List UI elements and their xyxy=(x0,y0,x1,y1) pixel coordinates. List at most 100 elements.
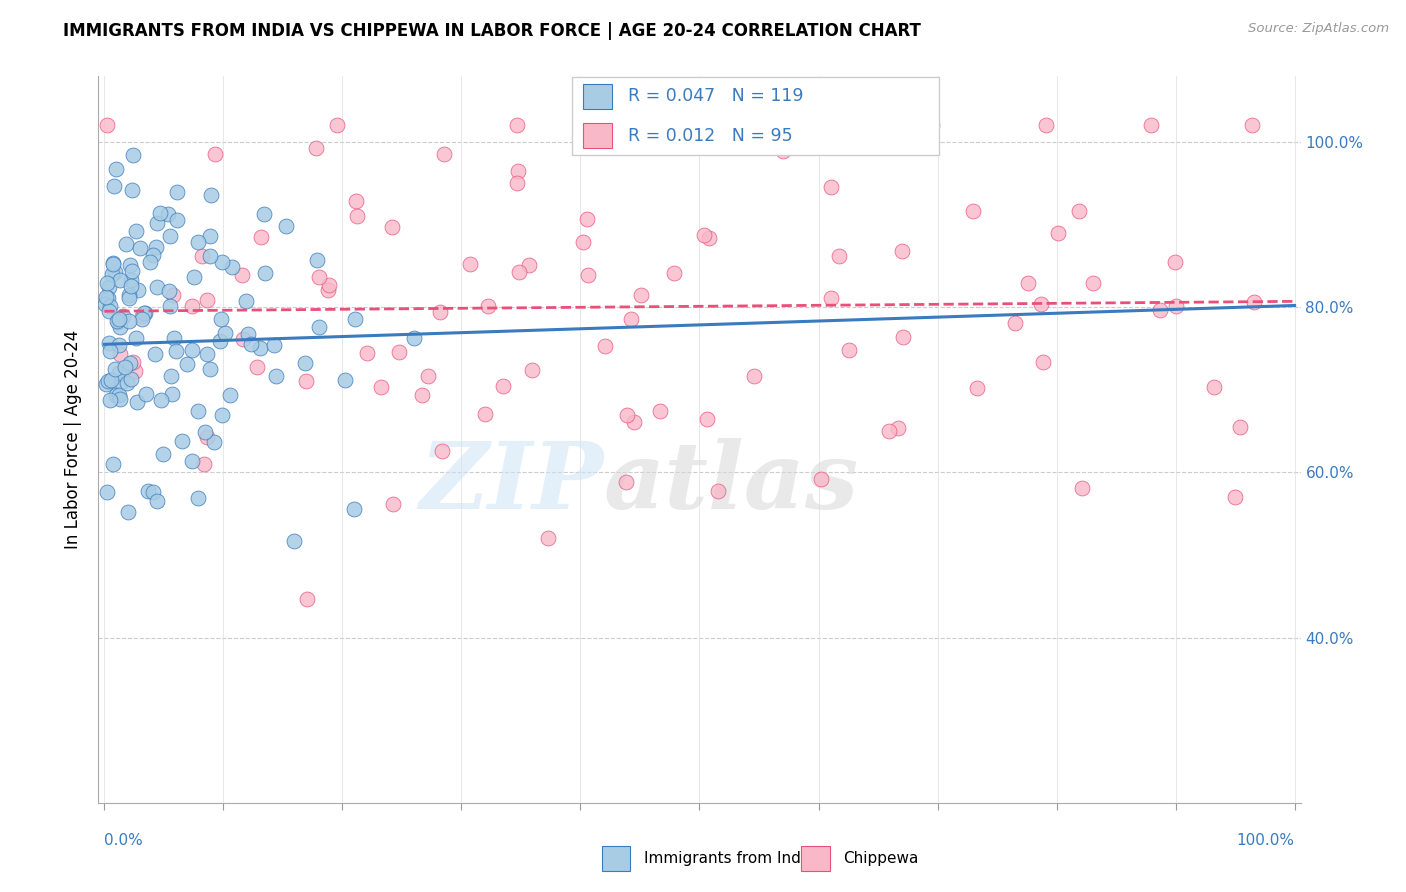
Point xyxy=(94,296,117,310)
Point xyxy=(1032,354,1054,368)
Point xyxy=(101,256,124,270)
Point xyxy=(125,224,148,238)
Point xyxy=(187,235,209,249)
Point xyxy=(458,256,481,270)
Point xyxy=(344,194,367,209)
Point xyxy=(891,244,914,259)
Point xyxy=(1035,119,1057,133)
Point xyxy=(125,330,148,344)
Point xyxy=(103,179,125,194)
Point xyxy=(598,119,620,133)
Point xyxy=(316,283,339,297)
Point xyxy=(96,119,118,133)
Point xyxy=(145,239,167,253)
Point xyxy=(120,278,142,293)
Point xyxy=(202,434,225,449)
Point xyxy=(1149,303,1171,318)
Point xyxy=(305,253,328,268)
Point xyxy=(1202,380,1225,394)
Point xyxy=(569,119,592,133)
Point xyxy=(706,483,728,498)
Point xyxy=(254,266,277,280)
Point xyxy=(149,206,172,220)
Point xyxy=(429,305,451,319)
Point xyxy=(214,326,236,340)
Point xyxy=(124,364,146,378)
Point xyxy=(1140,119,1163,133)
Point xyxy=(110,375,132,389)
Point xyxy=(697,230,720,244)
Point xyxy=(630,287,652,301)
Point xyxy=(110,392,132,406)
Point xyxy=(966,381,988,395)
Point xyxy=(1229,419,1251,434)
Point xyxy=(108,311,131,326)
Point xyxy=(810,472,832,486)
Point xyxy=(820,291,842,305)
Point xyxy=(616,409,638,423)
Point xyxy=(239,337,262,351)
Point xyxy=(921,119,943,133)
Point xyxy=(231,268,253,282)
Point xyxy=(146,280,169,294)
Point xyxy=(149,393,172,408)
Point xyxy=(381,497,404,511)
Point xyxy=(537,531,560,545)
Point xyxy=(134,306,156,320)
Point xyxy=(114,237,136,252)
Point xyxy=(142,485,165,500)
Point xyxy=(295,374,318,388)
Point xyxy=(194,425,217,439)
Point xyxy=(576,268,599,283)
Point xyxy=(346,209,368,223)
Point xyxy=(295,591,318,606)
Point xyxy=(506,177,529,191)
Point xyxy=(204,147,226,161)
Point xyxy=(198,228,221,243)
Point xyxy=(101,257,124,271)
Point xyxy=(98,344,121,359)
Point xyxy=(696,411,718,425)
Point xyxy=(333,373,356,387)
Point xyxy=(165,343,187,358)
Point xyxy=(1069,204,1091,219)
Point xyxy=(128,241,150,255)
Point xyxy=(98,393,121,408)
Point xyxy=(283,533,305,548)
Point xyxy=(152,447,174,461)
Point xyxy=(131,309,153,323)
Point xyxy=(108,273,131,287)
Point xyxy=(159,299,181,313)
Point xyxy=(253,207,276,221)
Text: 100.0%: 100.0% xyxy=(1237,833,1295,848)
Point xyxy=(193,457,215,471)
Point xyxy=(139,255,162,269)
Point xyxy=(492,379,515,393)
Point xyxy=(508,164,530,178)
Text: IMMIGRANTS FROM INDIA VS CHIPPEWA IN LABOR FORCE | AGE 20-24 CORRELATION CHART: IMMIGRANTS FROM INDIA VS CHIPPEWA IN LAB… xyxy=(63,22,921,40)
Point xyxy=(159,229,181,244)
Point xyxy=(105,314,128,328)
Point xyxy=(104,362,127,376)
Point xyxy=(103,457,125,471)
Point xyxy=(160,368,183,383)
Point xyxy=(370,380,392,394)
Point xyxy=(1017,276,1039,290)
Point xyxy=(120,356,142,370)
Point xyxy=(108,366,131,380)
Point xyxy=(108,320,131,334)
Point xyxy=(343,501,366,516)
Point xyxy=(430,444,453,458)
Point xyxy=(146,493,169,508)
Point xyxy=(221,260,243,274)
Point xyxy=(198,249,221,263)
Point xyxy=(276,219,298,234)
Point xyxy=(96,485,118,500)
Point xyxy=(197,430,219,444)
Point xyxy=(107,315,129,329)
Point xyxy=(1163,255,1185,269)
Point xyxy=(1240,119,1263,133)
Point xyxy=(648,404,671,418)
Point xyxy=(474,407,496,421)
Point xyxy=(94,377,117,392)
